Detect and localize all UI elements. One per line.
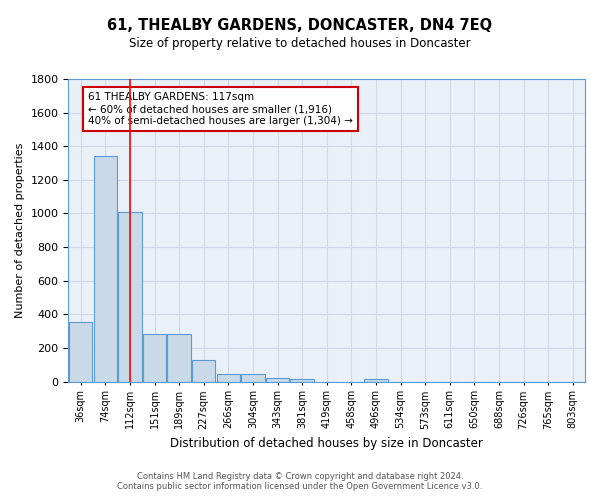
Text: 61, THEALBY GARDENS, DONCASTER, DN4 7EQ: 61, THEALBY GARDENS, DONCASTER, DN4 7EQ	[107, 18, 493, 32]
Bar	[167, 334, 191, 382]
X-axis label: Distribution of detached houses by size in Doncaster: Distribution of detached houses by size …	[170, 437, 483, 450]
Text: Size of property relative to detached houses in Doncaster: Size of property relative to detached ho…	[129, 38, 471, 51]
Text: Contains HM Land Registry data © Crown copyright and database right 2024.
Contai: Contains HM Land Registry data © Crown c…	[118, 472, 482, 491]
Bar	[94, 156, 117, 382]
Bar	[217, 374, 240, 382]
Bar	[143, 334, 166, 382]
Bar	[290, 378, 314, 382]
Bar	[118, 212, 142, 382]
Y-axis label: Number of detached properties: Number of detached properties	[15, 142, 25, 318]
Bar	[69, 322, 92, 382]
Bar	[266, 378, 289, 382]
Bar	[192, 360, 215, 382]
Bar	[241, 374, 265, 382]
Bar	[364, 378, 388, 382]
Text: 61 THEALBY GARDENS: 117sqm
← 60% of detached houses are smaller (1,916)
40% of s: 61 THEALBY GARDENS: 117sqm ← 60% of deta…	[88, 92, 353, 126]
